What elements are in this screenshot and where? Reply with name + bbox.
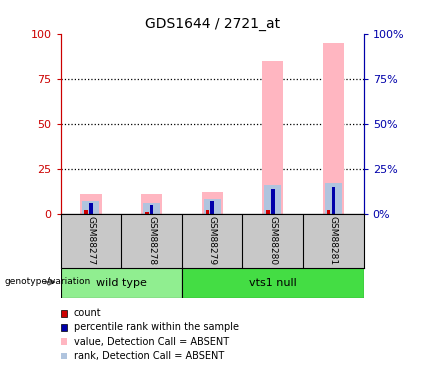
- Bar: [210, 201, 214, 214]
- Bar: [262, 61, 283, 214]
- Text: genotype/variation: genotype/variation: [4, 278, 90, 286]
- Text: vts1 null: vts1 null: [249, 278, 297, 288]
- Text: percentile rank within the sample: percentile rank within the sample: [74, 322, 239, 332]
- Text: GSM88281: GSM88281: [329, 216, 338, 266]
- Bar: [150, 205, 153, 214]
- Text: count: count: [74, 308, 101, 318]
- Bar: [325, 183, 342, 214]
- Bar: [264, 185, 281, 214]
- Bar: [332, 187, 335, 214]
- Text: value, Detection Call = ABSENT: value, Detection Call = ABSENT: [74, 337, 229, 346]
- Bar: [82, 201, 100, 214]
- Bar: [143, 203, 160, 214]
- Bar: [206, 210, 209, 214]
- Bar: [327, 210, 330, 214]
- Title: GDS1644 / 2721_at: GDS1644 / 2721_at: [145, 17, 280, 32]
- Text: wild type: wild type: [96, 278, 147, 288]
- Bar: [266, 210, 270, 214]
- Bar: [204, 200, 221, 214]
- Bar: [271, 189, 275, 214]
- Text: GSM88277: GSM88277: [87, 216, 95, 266]
- Bar: [141, 194, 162, 214]
- Bar: [201, 192, 223, 214]
- Bar: [81, 194, 101, 214]
- Text: GSM88280: GSM88280: [268, 216, 277, 266]
- Bar: [145, 212, 149, 214]
- Bar: [89, 203, 93, 214]
- Bar: [84, 210, 88, 214]
- Text: GSM88279: GSM88279: [208, 216, 216, 266]
- Text: rank, Detection Call = ABSENT: rank, Detection Call = ABSENT: [74, 351, 224, 361]
- Text: GSM88278: GSM88278: [147, 216, 156, 266]
- Bar: [182, 268, 364, 298]
- Bar: [323, 43, 344, 214]
- Bar: [61, 268, 182, 298]
